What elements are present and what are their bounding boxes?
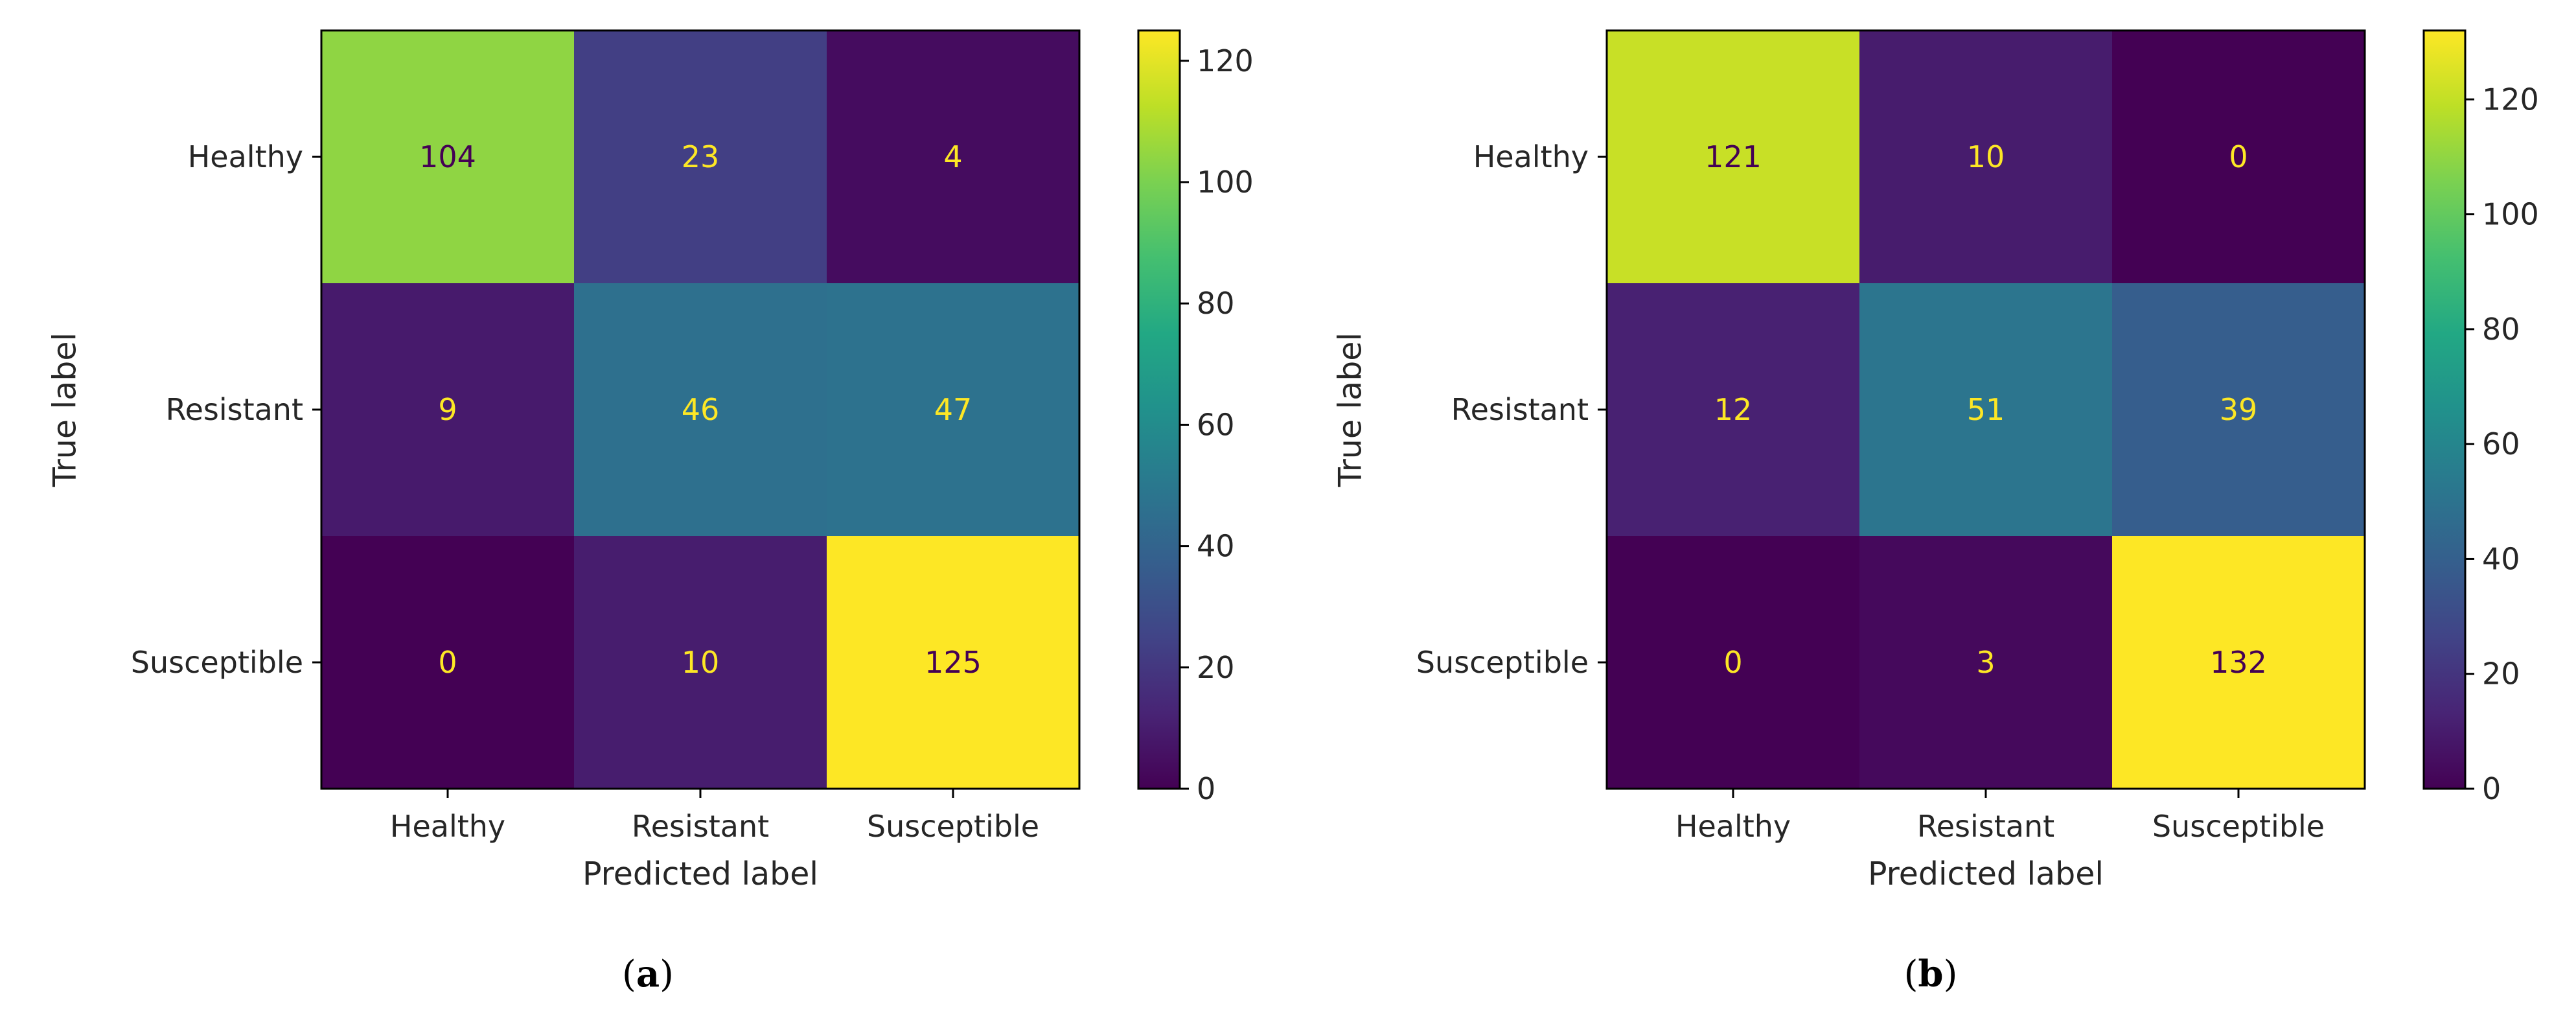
colorbar-tick-label-a-4: 80 (1197, 286, 1235, 321)
cell-value-b-r0-c1: 10 (1967, 139, 2005, 174)
cell-value-a-r1-c2: 47 (934, 392, 972, 427)
cell-a-r0-c1 (574, 30, 827, 283)
cell-a-r1-c2 (827, 283, 1079, 536)
x-axis-label-b: Predicted label (1868, 855, 2104, 892)
cell-b-r0-c2 (2112, 30, 2365, 283)
colorbar-a (1137, 29, 1181, 790)
cell-value-b-r0-c0: 121 (1705, 139, 1762, 174)
y-tick-label-a-0: Healthy (188, 139, 303, 174)
cell-a-r0-c2 (827, 30, 1079, 283)
cell-a-r2-c1 (574, 536, 827, 789)
cell-a-r1-c0 (321, 283, 574, 536)
cell-value-b-r0-c2: 0 (2229, 139, 2248, 174)
x-tick-label-a-2: Susceptible (867, 809, 1039, 844)
caption-b: (b) (1903, 953, 1958, 995)
cell-value-a-r0-c1: 23 (682, 139, 720, 174)
y-axis-label-a: True label (47, 332, 84, 487)
colorbar-tick-label-a-5: 100 (1197, 165, 1254, 200)
cell-b-r2-c0 (1607, 536, 1859, 789)
cell-b-r1-c0 (1607, 283, 1859, 536)
cell-a-r0-c0 (321, 30, 574, 283)
cell-value-b-r1-c1: 51 (1967, 392, 2005, 427)
x-tick-label-b-2: Susceptible (2152, 809, 2325, 844)
colorbar-tick-label-b-3: 60 (2482, 426, 2520, 461)
colorbar-tick-label-b-4: 80 (2482, 312, 2520, 347)
cell-value-a-r0-c0: 104 (419, 139, 476, 174)
colorbar-b (2422, 29, 2467, 790)
cell-value-a-r1-c1: 46 (682, 392, 720, 427)
colorbar-tick-label-b-6: 120 (2482, 82, 2539, 117)
colorbar-tick-label-a-3: 60 (1197, 407, 1235, 442)
cell-b-r1-c1 (1859, 283, 2112, 536)
cell-a-r1-c1 (574, 283, 827, 536)
y-tick-label-a-1: Resistant (166, 392, 303, 427)
y-tick-label-b-0: Healthy (1473, 139, 1589, 174)
x-tick-label-a-1: Resistant (632, 809, 769, 844)
colorbar-tick-label-b-2: 40 (2482, 541, 2520, 576)
caption-letter-b: b (1918, 953, 1944, 995)
colorbar-tick-label-a-2: 40 (1197, 529, 1235, 564)
cell-a-r2-c0 (321, 536, 574, 789)
cell-a-r2-c2 (827, 536, 1079, 789)
cell-b-r0-c0 (1607, 30, 1859, 283)
cell-value-a-r2-c0: 0 (438, 645, 457, 680)
cell-b-r1-c2 (2112, 283, 2365, 536)
y-tick-label-b-1: Resistant (1451, 392, 1589, 427)
colorbar-tick-label-a-6: 120 (1197, 43, 1254, 78)
x-tick-label-a-0: Healthy (390, 809, 505, 844)
cell-value-a-r2-c1: 10 (682, 645, 720, 680)
colorbar-tick-label-b-1: 20 (2482, 657, 2520, 692)
x-tick-label-b-1: Resistant (1917, 809, 2054, 844)
cell-value-b-r2-c0: 0 (1723, 645, 1742, 680)
cell-value-b-r2-c1: 3 (1976, 645, 1995, 680)
colorbar-tick-label-b-0: 0 (2482, 771, 2501, 806)
cell-value-a-r1-c0: 9 (438, 392, 457, 427)
colorbar-tick-label-b-5: 100 (2482, 197, 2539, 232)
x-tick-label-b-0: Healthy (1675, 809, 1791, 844)
cell-value-b-r1-c0: 12 (1714, 392, 1753, 427)
caption-a: (a) (621, 953, 674, 995)
confusion-matrix-panel-a: 104 23 4 9 46 47 0 10 125 Healthy Resistant Suscept… (47, 29, 1254, 892)
cell-value-b-r1-c2: 39 (2220, 392, 2258, 427)
y-axis-label-b: True label (1332, 332, 1369, 487)
y-tick-label-a-2: Susceptible (131, 645, 303, 680)
colorbar-tick-label-a-1: 20 (1197, 650, 1235, 685)
cell-value-a-r0-c2: 4 (943, 139, 962, 174)
cell-b-r2-c2 (2112, 536, 2365, 789)
cell-b-r2-c1 (1859, 536, 2112, 789)
cell-value-a-r2-c2: 125 (925, 645, 982, 680)
caption-letter-a: a (636, 953, 660, 995)
colorbar-tick-label-a-0: 0 (1197, 771, 1215, 806)
x-axis-label-a: Predicted label (582, 855, 818, 892)
y-tick-label-b-2: Susceptible (1416, 645, 1589, 680)
cell-value-b-r2-c2: 132 (2210, 645, 2267, 680)
cell-b-r0-c1 (1859, 30, 2112, 283)
